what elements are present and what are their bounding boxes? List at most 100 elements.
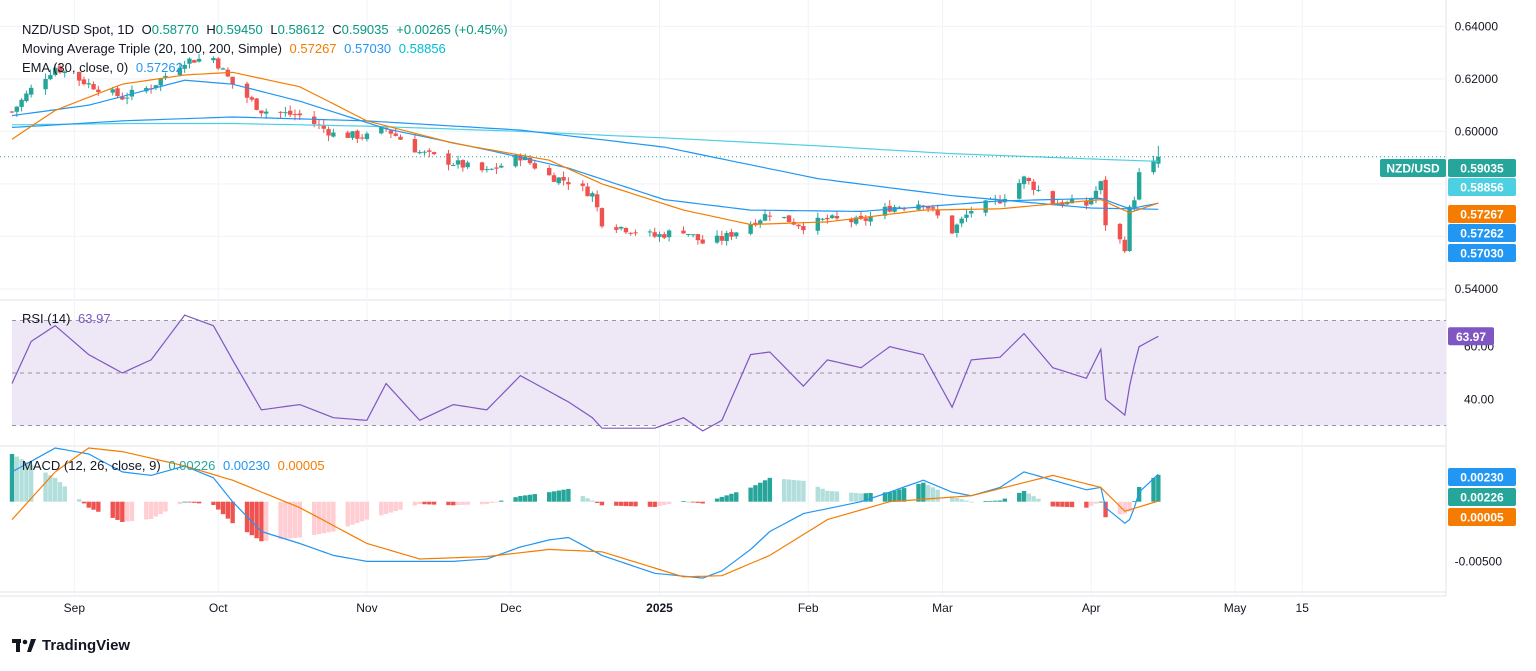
candle-body[interactable] (527, 157, 533, 164)
candle-body[interactable] (1084, 200, 1089, 206)
candle-body[interactable] (345, 132, 350, 138)
candle-body[interactable] (949, 215, 955, 234)
candle-body[interactable] (455, 160, 461, 165)
candle-body[interactable] (52, 67, 58, 75)
candle-body[interactable] (479, 162, 485, 171)
candle-body[interactable] (734, 232, 739, 237)
candle-body[interactable] (388, 130, 394, 134)
candle-body[interactable] (1036, 189, 1041, 191)
candle-body[interactable] (1026, 178, 1032, 181)
candle-body[interactable] (551, 175, 557, 182)
candle-body[interactable] (422, 151, 427, 153)
candle-body[interactable] (81, 79, 87, 85)
candle-body[interactable] (187, 58, 192, 64)
candle-body[interactable] (220, 68, 226, 70)
candle-body[interactable] (163, 75, 168, 78)
candle-body[interactable] (451, 164, 456, 166)
ema30-line[interactable] (11, 79, 1159, 212)
candle-body[interactable] (762, 214, 768, 221)
tradingview-brand[interactable]: TradingView (12, 637, 130, 654)
candle-body[interactable] (1122, 239, 1127, 252)
candle-body[interactable] (815, 217, 820, 231)
candle-body[interactable] (657, 234, 662, 237)
candle-body[interactable] (532, 163, 538, 169)
candle-body[interactable] (1088, 198, 1094, 205)
candle-body[interactable] (561, 176, 566, 181)
candle-body[interactable] (110, 89, 115, 93)
candle-body[interactable] (594, 194, 600, 208)
candle-body[interactable] (264, 111, 269, 114)
candle-body[interactable] (1050, 191, 1056, 205)
candle-body[interactable] (249, 97, 255, 100)
candle-body[interactable] (729, 232, 734, 237)
candle-body[interactable] (829, 215, 835, 218)
candle-body[interactable] (930, 207, 936, 209)
candle-body[interactable] (599, 208, 605, 227)
candle-body[interactable] (259, 110, 264, 114)
candle-body[interactable] (825, 217, 830, 220)
candle-body[interactable] (283, 112, 288, 114)
candle-body[interactable] (690, 234, 696, 236)
candle-body[interactable] (666, 230, 672, 238)
candle-body[interactable] (1136, 172, 1142, 200)
candle-body[interactable] (782, 216, 787, 218)
candle-body[interactable] (1017, 183, 1022, 199)
candle-body[interactable] (868, 216, 873, 222)
candle-body[interactable] (618, 226, 624, 229)
rsi-legend[interactable]: RSI (14) 63.97 (22, 311, 115, 327)
candle-body[interactable] (62, 71, 67, 74)
candle-body[interactable] (76, 72, 82, 81)
candle-body[interactable] (196, 58, 202, 62)
candle-body[interactable] (1132, 200, 1137, 208)
candle-body[interactable] (311, 116, 317, 125)
candle-body[interactable] (244, 83, 250, 98)
candle-body[interactable] (182, 64, 187, 69)
candle-body[interactable] (796, 224, 801, 227)
candle-body[interactable] (379, 127, 384, 134)
candle-body[interactable] (801, 226, 806, 231)
candle-body[interactable] (216, 58, 221, 69)
candle-body[interactable] (211, 57, 216, 61)
candle-body[interactable] (695, 234, 701, 241)
candle-body[interactable] (614, 227, 619, 230)
candle-body[interactable] (278, 111, 283, 113)
candle-body[interactable] (758, 220, 763, 224)
candle-body[interactable] (297, 113, 302, 116)
candle-body[interactable] (513, 154, 518, 167)
candle-body[interactable] (767, 215, 773, 217)
ma20-line[interactable] (11, 71, 1159, 226)
candle-body[interactable] (700, 239, 705, 244)
candle-body[interactable] (834, 216, 840, 219)
candle-body[interactable] (120, 96, 125, 100)
candle-body[interactable] (1060, 202, 1065, 206)
candle-body[interactable] (863, 218, 868, 221)
candle-body[interactable] (153, 85, 159, 88)
candle-body[interactable] (331, 132, 336, 137)
candle-body[interactable] (494, 167, 499, 169)
macd-line[interactable] (11, 447, 1159, 579)
candle-body[interactable] (48, 75, 53, 80)
candle-body[interactable] (350, 131, 355, 138)
candle-body[interactable] (499, 165, 504, 168)
candle-body[interactable] (427, 150, 432, 152)
ma-legend[interactable]: Moving Average Triple (20, 100, 200, Sim… (22, 41, 450, 57)
candle-body[interactable] (585, 186, 590, 197)
candle-body[interactable] (292, 114, 298, 116)
candle-body[interactable] (546, 168, 552, 176)
ma200-line[interactable] (12, 122, 1159, 162)
candle-body[interactable] (623, 228, 629, 233)
ema-legend[interactable]: EMA (30, close, 0) 0.57262 (22, 60, 187, 76)
candle-body[interactable] (1103, 179, 1108, 226)
candle-body[interactable] (1156, 156, 1161, 164)
candle-body[interactable] (398, 136, 403, 140)
candle-body[interactable] (1069, 199, 1075, 204)
candle-body[interactable] (714, 235, 720, 243)
candle-body[interactable] (129, 89, 135, 97)
candle-body[interactable] (230, 76, 235, 85)
candle-body[interactable] (935, 209, 940, 216)
candle-body[interactable] (431, 152, 437, 155)
candle-body[interactable] (882, 206, 888, 216)
candle-body[interactable] (1098, 181, 1103, 191)
candle-body[interactable] (662, 234, 667, 238)
